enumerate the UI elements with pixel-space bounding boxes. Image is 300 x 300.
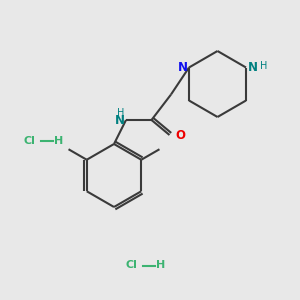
Text: N: N (178, 61, 188, 74)
Text: N: N (248, 61, 257, 74)
Text: H: H (260, 61, 268, 71)
Text: H: H (54, 136, 63, 146)
Text: Cl: Cl (24, 136, 36, 146)
Text: H: H (156, 260, 165, 271)
Text: N: N (115, 113, 124, 127)
Text: H: H (117, 109, 124, 118)
Text: O: O (175, 129, 185, 142)
Text: Cl: Cl (126, 260, 138, 271)
